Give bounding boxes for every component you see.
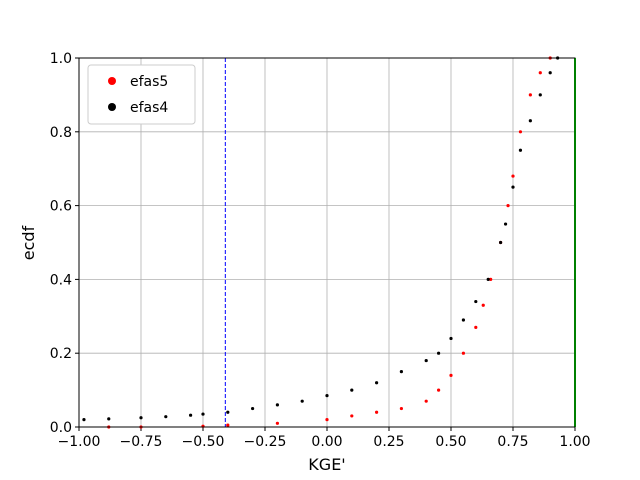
data-point [424,358,428,363]
y-tick-label: 0.4 [50,272,72,288]
x-tick-label: −0.75 [120,434,163,450]
data-point [325,394,329,398]
data-point [399,370,403,374]
data-point [82,418,86,422]
data-point [489,277,493,281]
data-point [399,406,403,411]
data-point [511,174,515,178]
data-point [474,325,478,329]
x-tick-label: 0.75 [497,434,528,450]
data-point [486,277,490,281]
x-tick-label: −0.25 [244,434,287,450]
y-tick-label: 0.6 [50,199,72,215]
legend-marker [108,77,116,85]
data-point [226,423,230,427]
data-point [437,351,441,355]
data-point [461,351,465,355]
data-point [518,130,523,134]
data-point [528,93,532,97]
data-point [275,421,279,425]
y-tick-label: 0.8 [50,125,72,141]
data-point [503,222,508,226]
data-point [548,71,552,75]
data-point [189,413,193,417]
data-point [251,406,255,411]
data-point [226,410,230,414]
data-point [518,148,523,152]
legend-marker [108,103,116,111]
data-point [275,403,279,407]
data-point [350,388,354,392]
y-tick-label: 0.2 [50,346,72,362]
y-tick-label: 0.0 [50,420,72,436]
data-point [511,185,515,189]
data-point [499,240,503,245]
x-tick-label: 1.00 [559,434,590,450]
data-point [449,373,453,377]
x-axis-label: KGE' [308,455,345,474]
data-point [164,415,168,419]
y-axis-label: ecdf [19,225,38,260]
data-point [538,93,542,97]
data-point [528,119,532,123]
legend-label: efas4 [130,100,168,116]
data-point [375,381,379,385]
data-point [325,418,329,422]
data-point [300,399,304,403]
data-point [538,71,542,75]
data-point [481,303,485,307]
data-point [506,204,510,208]
x-tick-label: 0.50 [435,434,466,450]
x-tick-label: 0.00 [311,434,342,450]
plot-frame [78,57,576,428]
data-point [107,417,111,421]
data-point [201,412,205,416]
data-point [139,416,143,420]
data-point [449,336,453,341]
data-point [461,318,465,322]
x-tick-label: −0.50 [182,434,225,450]
x-tick-label: −1.00 [58,434,101,450]
data-point [437,388,441,392]
legend-label: efas5 [130,74,168,90]
x-tick-label: 0.25 [373,434,404,450]
y-tick-label: 1.0 [50,51,72,67]
data-point [375,410,379,414]
data-point [350,414,354,418]
data-point [424,399,428,403]
data-point [474,299,478,304]
